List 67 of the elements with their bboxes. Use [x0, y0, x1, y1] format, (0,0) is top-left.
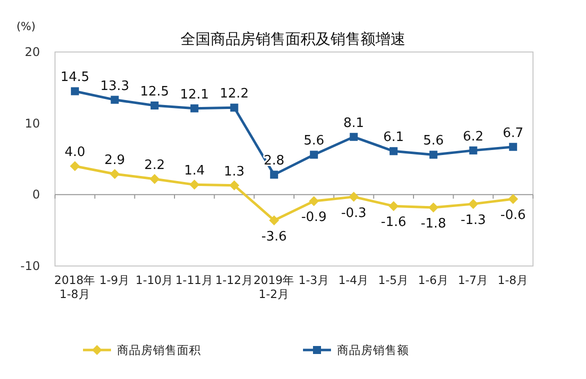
point	[388, 201, 399, 212]
point	[270, 170, 278, 179]
y-tick-label: 10	[24, 116, 40, 130]
x-tick-label: 1-11月	[175, 273, 214, 287]
data-label: 8.1	[343, 116, 364, 131]
data-label: 6.1	[383, 130, 404, 146]
x-tick-label: 1-7月	[458, 273, 489, 287]
x-tick-label: 1-4月	[338, 273, 370, 287]
y-tick-label: 20	[24, 45, 40, 59]
y-tick-label: 0	[32, 188, 40, 202]
data-label: 13.3	[100, 78, 130, 94]
data-label: 4.0	[64, 145, 86, 160]
data-label: 12.1	[180, 87, 209, 102]
data-label: 1.4	[184, 164, 205, 179]
point	[269, 215, 280, 226]
data-label: -1.3	[460, 212, 486, 228]
x-tick-label: 1-10月	[136, 273, 174, 287]
x-tick-label: 2018年 1-8月	[54, 273, 96, 301]
point	[348, 192, 359, 202]
data-label: 2.2	[144, 158, 165, 173]
point	[428, 202, 438, 213]
data-label: -0.9	[301, 210, 327, 226]
data-label: -3.6	[261, 229, 287, 244]
point	[308, 196, 319, 206]
data-label: 12.5	[140, 84, 170, 100]
point	[70, 161, 80, 172]
data-label: 12.2	[220, 86, 249, 102]
point	[229, 180, 240, 190]
point	[509, 142, 518, 151]
data-label: 6.2	[462, 129, 484, 144]
data-label: 2.9	[104, 152, 126, 168]
x-tick-label: 1-8月	[498, 273, 528, 287]
point	[110, 168, 120, 179]
data-label: -0.3	[341, 206, 366, 221]
x-tick-label: 1-3月	[298, 273, 330, 287]
x-tick-label: 1-5月	[378, 273, 409, 287]
point	[150, 102, 159, 110]
point	[230, 104, 238, 112]
point	[189, 180, 200, 190]
point	[70, 87, 79, 96]
point	[469, 146, 478, 154]
x-tick-label: 1-12月	[215, 273, 254, 287]
chart-title: 全国商品房销售面积及销售额增速	[180, 30, 406, 48]
point	[310, 150, 318, 159]
x-tick-label: 1-9月	[99, 273, 130, 287]
data-label: 14.5	[60, 70, 90, 86]
point	[429, 150, 438, 159]
point	[110, 96, 119, 104]
y-tick-label: -10	[20, 259, 40, 273]
point	[190, 104, 198, 112]
point	[350, 132, 358, 141]
legend-label: 商品房销售面积	[117, 343, 201, 357]
data-label: 5.6	[304, 134, 324, 149]
legend-label: 商品房销售额	[337, 343, 409, 357]
point	[468, 198, 478, 209]
x-tick-label: 1-6月	[418, 273, 449, 287]
point	[150, 174, 160, 184]
data-label: -1.8	[420, 216, 446, 232]
data-label: -1.6	[380, 215, 406, 230]
data-label: 5.6	[423, 134, 444, 149]
data-label: 1.3	[224, 164, 245, 180]
x-tick-label: 2019年 1-2月	[253, 273, 295, 301]
data-label: -0.6	[500, 208, 526, 223]
point	[508, 194, 518, 204]
data-label: 6.7	[502, 126, 524, 141]
point	[390, 147, 398, 156]
y-axis-title: (%)	[16, 20, 36, 33]
